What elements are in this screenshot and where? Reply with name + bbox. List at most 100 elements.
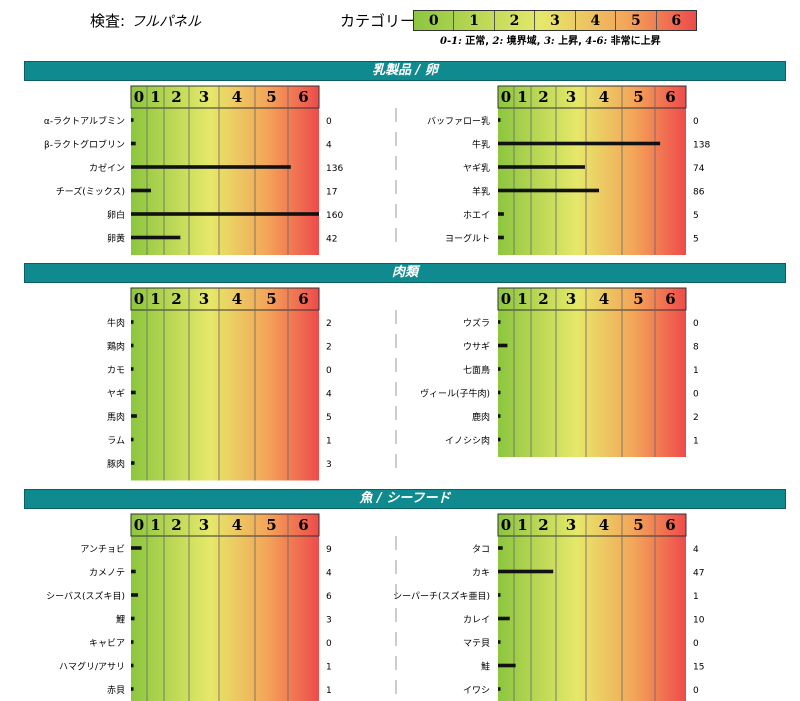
grade-header xyxy=(130,85,320,109)
value-label: 3 xyxy=(326,460,332,470)
value-bar xyxy=(131,546,142,550)
grade-label-5: 5 xyxy=(266,88,276,106)
grade-label-1: 1 xyxy=(150,88,160,106)
grade-label-1: 1 xyxy=(517,516,527,534)
grade-label-2: 2 xyxy=(538,88,548,106)
legend-cell-6: 6 xyxy=(671,12,682,29)
value-bar xyxy=(131,165,291,169)
value-label: 8 xyxy=(693,343,699,353)
grade-label-5: 5 xyxy=(266,516,276,534)
grade-label-4: 4 xyxy=(599,290,609,308)
value-label: 2 xyxy=(326,319,332,329)
legend-note-key-3: 4-6: xyxy=(585,36,608,47)
legend-cell-1: 1 xyxy=(454,11,495,30)
value-bar xyxy=(131,687,134,691)
grade-label-3: 3 xyxy=(199,290,209,308)
grade-label-6: 6 xyxy=(665,516,675,534)
value-bar xyxy=(131,367,134,371)
allergen-label: 豚肉 xyxy=(107,458,125,470)
grade-header xyxy=(130,287,320,311)
grade-label-0: 0 xyxy=(501,516,511,534)
grade-label-6: 6 xyxy=(298,516,308,534)
value-bar xyxy=(131,188,151,193)
value-bar xyxy=(498,616,510,621)
allergen-label: マテ貝 xyxy=(463,638,490,649)
value-label: 74 xyxy=(693,164,705,174)
value-label: 1 xyxy=(326,686,332,696)
grade-label-5: 5 xyxy=(266,290,276,308)
grade-label-2: 2 xyxy=(538,290,548,308)
allergen-label: ハマグリ/アサリ xyxy=(59,661,125,673)
value-bar xyxy=(131,593,139,597)
value-bar xyxy=(498,165,585,169)
section-title-meat: 肉類 xyxy=(24,263,786,283)
value-label: 10 xyxy=(693,616,705,626)
allergen-label: タコ xyxy=(472,544,490,555)
value-bar xyxy=(131,320,134,324)
value-label: 0 xyxy=(326,117,332,127)
legend-cell-3: 3 xyxy=(535,11,576,30)
grade-label-0: 0 xyxy=(134,290,144,308)
grade-label-6: 6 xyxy=(298,88,308,106)
grade-label-0: 0 xyxy=(134,88,144,106)
grade-background xyxy=(131,514,319,701)
allergen-label: ウサギ xyxy=(463,342,490,353)
grade-background xyxy=(131,288,319,481)
allergen-label: バッファロー乳 xyxy=(427,115,490,127)
section-title-seafood: 魚 / シーフード xyxy=(24,489,786,509)
allergen-label: キャビア xyxy=(89,638,125,649)
grade-label-5: 5 xyxy=(633,88,643,106)
value-label: 86 xyxy=(693,188,705,198)
value-bar xyxy=(131,461,135,465)
value-bar xyxy=(131,414,137,418)
value-bar xyxy=(498,367,501,371)
value-label: 136 xyxy=(326,164,343,174)
value-bar xyxy=(131,212,319,216)
value-label: 1 xyxy=(326,437,332,447)
allergen-label: ウズラ xyxy=(463,317,490,329)
grade-label-3: 3 xyxy=(566,88,576,106)
allergen-label: 卵黄 xyxy=(107,233,125,245)
legend-note-key-1: 2: xyxy=(492,36,504,47)
value-label: 47 xyxy=(693,569,704,579)
grade-label-3: 3 xyxy=(199,516,209,534)
grade-label-2: 2 xyxy=(171,290,181,308)
allergen-label: 馬肉 xyxy=(107,411,125,423)
legend-note: 0-1: 正常, 2: 境界域, 3: 上昇, 4-6: 非常に上昇 xyxy=(440,32,661,47)
value-bar xyxy=(131,437,134,442)
value-bar xyxy=(498,118,501,122)
allergen-label: シーパーチ(スズキ亜目) xyxy=(393,590,490,602)
value-label: 0 xyxy=(693,319,699,329)
value-label: 15 xyxy=(693,663,704,673)
allergen-label: カゼイン xyxy=(89,162,125,174)
value-label: 0 xyxy=(326,639,332,649)
value-label: 5 xyxy=(693,235,699,245)
grade-header xyxy=(497,513,687,537)
allergen-label: ヤギ乳 xyxy=(463,162,490,174)
allergen-label: カメノテ xyxy=(89,568,125,579)
grade-label-1: 1 xyxy=(517,290,527,308)
value-label: 2 xyxy=(693,413,699,423)
allergen-label: 鯉 xyxy=(116,614,125,626)
value-label: 1 xyxy=(693,437,699,447)
allergen-label: 牛乳 xyxy=(472,139,490,151)
value-label: 160 xyxy=(326,211,343,221)
legend-cell-0: 0 xyxy=(414,11,455,30)
value-bar xyxy=(498,188,600,193)
legend-note-val-1: 境界域, xyxy=(503,36,544,47)
grade-background xyxy=(131,86,319,255)
value-label: 4 xyxy=(693,545,699,555)
allergen-label: 赤貝 xyxy=(107,685,125,696)
allergen-label: ホエイ xyxy=(463,210,490,221)
value-label: 0 xyxy=(693,117,699,127)
grade-label-6: 6 xyxy=(665,88,675,106)
grade-label-4: 4 xyxy=(599,88,609,106)
legend-cell-2: 2 xyxy=(495,11,536,30)
value-bar xyxy=(498,343,508,348)
